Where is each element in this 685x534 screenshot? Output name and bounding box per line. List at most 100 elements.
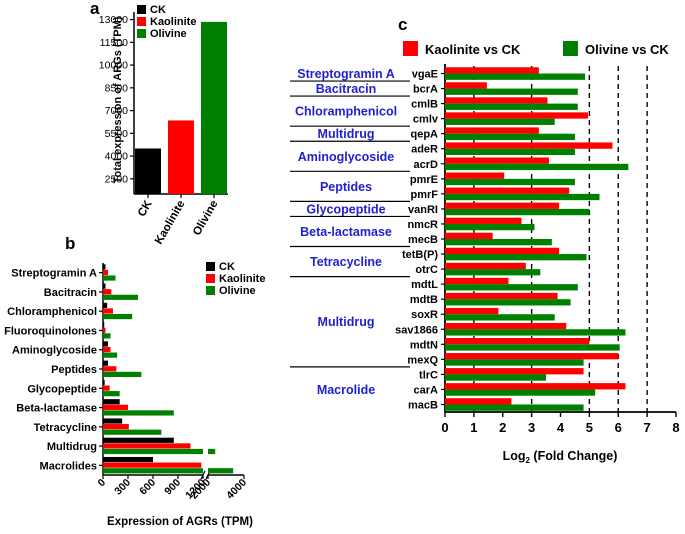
panel-b-x-tick-label: 2000 [188,477,213,502]
panel-b-x-tick-label: 300 [112,477,133,498]
panel-c-bar-cmlb-olivine [445,103,578,110]
panel-c-legend: Kaolinite vs CK Olivine vs CK [403,41,669,57]
panel-c-group-label: Bacitracin [316,82,376,96]
panel-b-category-label: Tetracycline [34,422,97,434]
panel-a-y-tick-label: 4000 [105,151,129,163]
panel-c-bar-tlrc-kaolinite [445,368,584,375]
panel-c-bar-soxr-kaolinite [445,307,499,315]
panel-c-gene-label: vgaE [412,69,438,81]
panel-c-gene-label: nmcR [407,219,438,231]
panel-b-category-label: Multidrug [47,441,97,453]
panel-c-bar-mdtl-olivine [445,284,578,291]
panel-c-gene-label: qepA [411,129,439,141]
panel-b-x-tick-label: 0 [96,477,109,490]
panel-c-bar-cmlv-olivine [445,118,555,125]
panel-b-bar-ck [103,302,108,308]
panel-c-bar-mdtn-kaolinite [445,338,590,345]
panel-c-x-tick-label: 7 [644,420,651,435]
panel-b-legend-swatch [206,262,215,271]
panel-b-bar-kaolinite [103,443,191,449]
panel-c-bar-bcra-kaolinite [445,82,487,89]
panel-c-x-tick-label: 1 [470,420,477,435]
panel-b-category-label: Fluoroquinolones [4,325,97,337]
panel-c-gene-label: acrD [414,159,439,171]
panel-c-bar-mecb-kaolinite [445,232,493,239]
panel-b-bar-kaolinite [103,385,110,391]
panel-a-y-tick-label: 11500 [100,37,129,49]
panel-c-axes: vgaE bcrA cmlB cmlv qepA adeR acrD pmrE pmrF vanR… [290,64,680,435]
panel-a-bar-ck [135,148,161,194]
panel-b-category-label: Beta-lactamase [16,403,97,415]
panel-b-legend-label: CK [219,261,235,273]
panel-c-x-tick-label: 2 [499,420,506,435]
panel-c-group-label: Peptides [320,180,372,194]
panel-c-gene-label: macB [408,399,438,411]
panel-c-x-tick-label: 3 [528,420,535,435]
panel-c-legend-swatch [403,41,418,56]
panel-c-gene-label: mdtB [410,294,438,306]
panel-b-category-label: Macrolides [40,460,97,472]
panel-b-bar-ck [103,360,108,366]
panel-b-bar-kaolinite [103,289,112,295]
panel-b-bar-olivine [103,313,133,320]
panel-c-gene-label: mdtN [410,339,438,351]
panel-a-y-tick-label: 8500 [105,82,129,94]
panel-b-bar-kaolinite [103,404,128,410]
panel-c-gene-label: adeR [411,144,438,156]
panel-c-group-label: Streptogramin A [297,67,394,81]
panel-b-bar-ck [103,456,153,463]
panel-b-bar-kaolinite [103,462,202,468]
panel-c-gene-label: cmlB [411,99,438,111]
panel-c-bar-vgae-kaolinite [445,67,539,74]
panel-c-group-label: Chloramphenicol [295,105,397,119]
panel-b-bar-ck [103,437,174,443]
panel-b-bar-olivine [103,371,142,377]
panel-b-bar-olivine [103,294,138,300]
panel-c-x-tick-label: 8 [672,420,679,435]
panel-c-group-label: Multidrug [318,127,375,141]
panel-b-legend-label: Olivine [219,285,256,297]
panel-a-legend-swatch [137,29,146,38]
panel-c-bar-bcra-olivine [445,88,578,95]
panel-c-group-label: Beta-lactamase [300,225,392,239]
panel-c-gene-label: tlrC [419,369,438,381]
panel-b-bar-ck [103,283,106,289]
panel-c-x-tick-label: 6 [615,420,622,435]
panel-a-y-tick-label: 7000 [105,105,129,117]
panel-c-bar-cmlv-kaolinite [445,112,588,119]
panel-b-bar-ck [103,418,123,424]
panel-c-group-label: Tetracycline [310,255,382,269]
panel-c-label: c [398,15,407,34]
panel-c-gene-label: mecB [408,234,438,246]
panel-c-bar-mdtn-olivine [445,344,620,351]
panel-c-x-tick-label: 0 [441,420,448,435]
panel-c-group-label: Multidrug [318,315,375,329]
panel-b-category-label: Peptides [51,364,97,376]
panel-c-bar-tlrc-olivine [445,374,547,381]
panel-c-bar-cmlb-kaolinite [445,97,548,104]
panel-c-bar-mdtb-kaolinite [445,292,558,300]
panel-c-bar-macb-kaolinite [445,398,512,405]
panel-c-bar-mecb-olivine [445,239,552,246]
panel-c-gene-label: pmrE [410,174,438,186]
panel-a-y-tick-label: 13000 [99,14,128,26]
panel-c-bar-mexq-kaolinite [445,353,619,360]
panel-c-gene-label: bcrA [413,84,438,96]
panel-b-legend-swatch [206,286,215,295]
panel-b-legend-label: Kaolinite [219,273,265,285]
panel-c-bar-nmcr-olivine [445,223,535,231]
panel-b-bar-olivine [103,468,203,474]
panel-b-bar-ck [103,399,120,405]
panel-c-bar-mdtl-kaolinite [445,277,509,285]
panel-c-bar-ader-olivine [445,148,575,156]
panel-c-bar-cara-olivine [445,389,596,396]
panel-a-bars [135,21,227,194]
panel-c-group-label: Macrolide [317,383,375,397]
panel-c-gene-label: vanRI [408,204,438,216]
panel-b-x-tick-label: 4000 [224,477,249,502]
panel-c-bar-vanri-kaolinite [445,202,560,209]
panel-a-y-axis-label: Total expression of ARGs (TPM) [112,16,124,183]
